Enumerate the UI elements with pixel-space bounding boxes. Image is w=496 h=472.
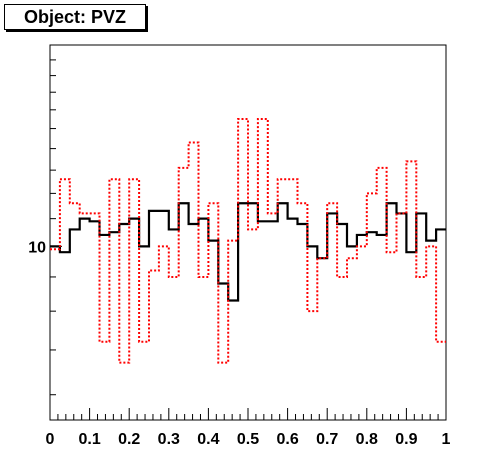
x-tick-label: 0.4 [197, 431, 219, 448]
x-tick-label: 0.6 [276, 431, 298, 448]
chart-title: Object: PVZ [23, 7, 126, 27]
histogram-solid-black [50, 202, 446, 302]
x-tick-label: 0.3 [158, 431, 180, 448]
x-tick-label: 0.9 [395, 431, 417, 448]
histogram-dotted-red [50, 118, 446, 364]
x-tick-label: 0.1 [78, 431, 100, 448]
x-tick-label: 0 [46, 431, 55, 448]
chart-title-box: Object: PVZ [4, 4, 146, 30]
x-tick-label: 1 [442, 431, 451, 448]
x-tick-label: 0.2 [118, 431, 140, 448]
x-tick-label: 0.8 [356, 431, 378, 448]
y-tick-label: 10 [28, 239, 46, 256]
x-tick-label: 0.5 [237, 431, 259, 448]
x-tick-label: 0.7 [316, 431, 338, 448]
